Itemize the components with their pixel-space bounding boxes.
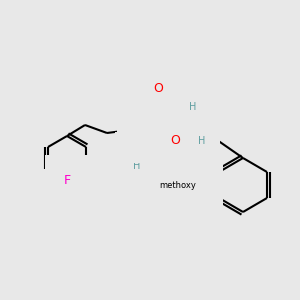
Text: O: O <box>194 178 204 191</box>
Text: O: O <box>170 134 180 146</box>
Text: methoxy: methoxy <box>160 181 197 190</box>
Text: O: O <box>160 142 170 155</box>
Text: F: F <box>63 173 70 187</box>
Text: N: N <box>135 106 145 118</box>
Text: H: H <box>133 161 141 171</box>
Text: H: H <box>198 136 206 146</box>
Text: N: N <box>133 151 143 164</box>
Text: O: O <box>153 82 163 95</box>
Text: H: H <box>134 98 142 108</box>
Text: S: S <box>153 131 161 145</box>
Text: H: H <box>189 102 197 112</box>
